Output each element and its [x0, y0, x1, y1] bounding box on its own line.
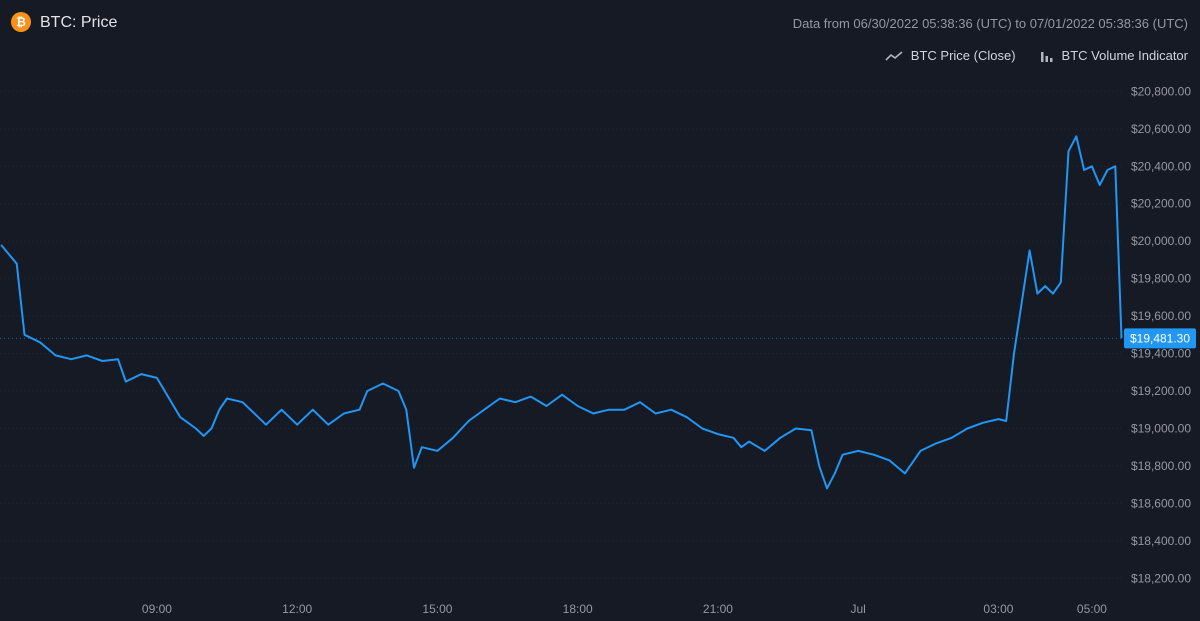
y-tick-label: $19,400.00: [1131, 347, 1191, 361]
line-chart-icon: [885, 50, 903, 61]
y-tick-label: $18,400.00: [1131, 534, 1191, 548]
y-tick-label: $20,200.00: [1131, 197, 1191, 211]
legend-price-label: BTC Price (Close): [910, 48, 1016, 63]
y-tick-label: $19,800.00: [1131, 272, 1191, 286]
y-axis: $18,200.00 $18,400.00 $18,600.00 $18,800.00…: [1131, 84, 1191, 585]
x-tick-label: 12:00: [282, 602, 312, 616]
x-tick-label: 18:00: [563, 602, 593, 616]
last-price-label: $19,481.30: [1130, 331, 1190, 345]
bar-chart-icon: [1040, 51, 1053, 62]
legend-item-volume[interactable]: BTC Volume Indicator: [1040, 48, 1188, 63]
y-tick-label: $20,400.00: [1131, 159, 1191, 173]
x-tick-label: 05:00: [1077, 602, 1107, 616]
x-axis: 09:00 12:00 15:00 18:00 21:00 Jul 03:00 05:00: [142, 602, 1107, 616]
last-price-badge: [1124, 328, 1196, 349]
y-tick-label: $18,800.00: [1131, 459, 1191, 473]
y-tick-label: $20,600.00: [1131, 122, 1191, 136]
grid-lines: [0, 90, 1122, 579]
y-tick-label: $19,600.00: [1131, 309, 1191, 323]
price-line-layer: [0, 135, 1123, 490]
legend-item-price[interactable]: BTC Price (Close): [885, 48, 1016, 63]
date-range-text: Data from 06/30/2022 05:38:36 (UTC) to 0…: [792, 16, 1188, 31]
chart-header: ₿ BTC: Price Data from 06/30/2022 05:38:…: [0, 0, 1200, 48]
bitcoin-icon: ₿: [11, 12, 31, 32]
chart-title: BTC: Price: [40, 14, 118, 31]
y-tick-label: $20,800.00: [1131, 84, 1191, 98]
y-tick-label: $20,000.00: [1131, 234, 1191, 248]
last-price-marker: $19,481.30: [0, 328, 1196, 349]
y-tick-label: $19,000.00: [1131, 421, 1191, 435]
price-line: [0, 135, 1123, 490]
y-tick-label: $19,200.00: [1131, 384, 1191, 398]
legend-volume-label: BTC Volume Indicator: [1061, 48, 1188, 63]
chart-legend: BTC Price (Close) BTC Volume Indicator: [885, 48, 1188, 63]
y-tick-label: $18,200.00: [1131, 571, 1191, 585]
x-tick-label: 03:00: [983, 602, 1013, 616]
x-tick-label: 09:00: [142, 602, 172, 616]
y-tick-label: $18,600.00: [1131, 496, 1191, 510]
x-tick-label: 21:00: [703, 602, 733, 616]
x-tick-label: 15:00: [422, 602, 452, 616]
x-tick-label: Jul: [851, 602, 866, 616]
